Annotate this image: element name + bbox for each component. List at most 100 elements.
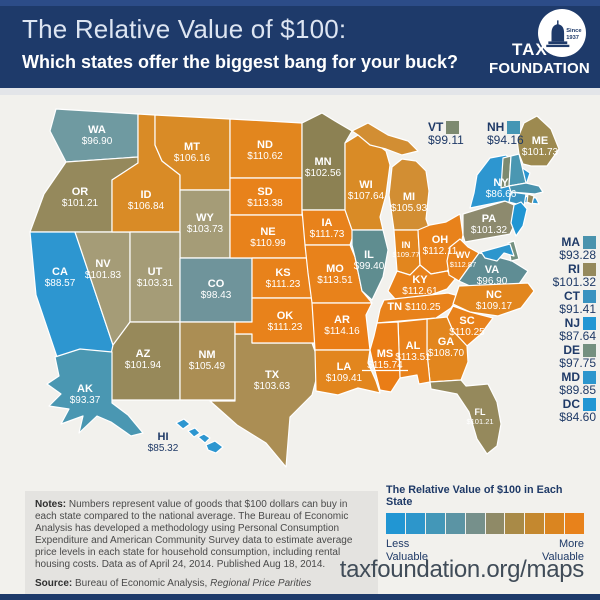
state-NC[interactable] — [452, 282, 535, 317]
state-label-AZ: AZ $101.94 — [125, 348, 162, 371]
callout-swatch-DC — [583, 398, 596, 411]
state-label-NV: NV $101.83 — [85, 258, 122, 281]
source-text: Source: Bureau of Economic Analysis, Reg… — [35, 578, 312, 589]
callout-swatch-NH — [507, 121, 521, 134]
state-label-NC: NC $109.17 — [476, 289, 513, 312]
state-label-IN: IN $109.77 — [392, 240, 419, 259]
callout-row-VT: VT — [428, 121, 490, 134]
state-label-ND: ND $110.62 — [247, 139, 283, 162]
state-NJ[interactable] — [510, 201, 528, 237]
legend-swatch-2 — [405, 513, 425, 534]
callout-swatch-NJ — [583, 317, 596, 330]
legend-swatch-8 — [525, 513, 545, 534]
callout-code-NJ: NJ — [564, 316, 580, 330]
callout-code-CT: CT — [564, 289, 580, 303]
callout-row-NJ: NJ — [530, 317, 596, 330]
legend-color-ramp — [386, 513, 585, 534]
callout-code-DE: DE — [563, 343, 580, 357]
legend: The Relative Value of $100 in Each State… — [386, 484, 585, 563]
callout-value-MA: $93.28 — [559, 248, 596, 262]
callout-row-CT: CT — [530, 290, 596, 303]
state-label-NY: NY $86.66 — [486, 177, 517, 200]
state-label-MN: MN $102.56 — [305, 156, 342, 179]
legend-swatch-4 — [445, 513, 465, 534]
state-label-WV: WV $112.87 — [450, 250, 477, 269]
east-list-item-RI: RI $101.32 — [530, 263, 596, 289]
website-url[interactable]: taxfoundation.org/maps — [339, 556, 585, 583]
state-label-AL: AL $113.51 — [395, 340, 431, 363]
legend-swatch-7 — [505, 513, 525, 534]
state-label-TN: TN $110.25 — [387, 301, 441, 313]
callout-code-RI: RI — [568, 262, 580, 276]
legend-swatch-9 — [545, 513, 565, 534]
us-map: WA $96.90 OR $101.21 CA $88.57 NV $101.83 ID $106… — [29, 108, 560, 468]
svg-text:Since: Since — [566, 28, 582, 34]
state-MS[interactable] — [369, 321, 401, 393]
state-ME[interactable] — [516, 115, 560, 167]
state-label-KY: KY $112.61 — [402, 274, 438, 297]
capitol-icon: Since 1937 — [546, 20, 582, 48]
callout-row-MA: MA — [530, 236, 596, 249]
callout-swatch-DE — [583, 344, 596, 357]
state-label-SC: SC $110.25 — [449, 315, 485, 338]
legend-swatch-5 — [465, 513, 485, 534]
callout-row-DC: DC — [530, 398, 596, 411]
state-RI[interactable] — [526, 193, 535, 205]
callout-value-CT: $91.41 — [559, 302, 596, 316]
state-label-OK: OK $111.23 — [268, 310, 303, 333]
state-TN[interactable] — [376, 292, 460, 324]
callout-swatch-CT — [583, 290, 596, 303]
page-subtitle: Which states offer the biggest bang for … — [22, 52, 459, 72]
callout-value-DC: $84.60 — [559, 410, 596, 424]
east-list-item-NJ: NJ $87.64 — [530, 317, 596, 343]
callout-code-MD: MD — [561, 370, 580, 384]
state-label-UT: UT $103.31 — [137, 266, 174, 289]
state-label-OH: OH $112.11 — [423, 234, 458, 257]
state-LA[interactable] — [314, 349, 381, 396]
state-label-MI: MI $105.93 — [391, 191, 428, 214]
callout-value-NH: $94.16 — [487, 133, 524, 147]
legend-less-label: Less Valuable — [386, 538, 428, 563]
legend-swatch-3 — [425, 513, 445, 534]
state-FL[interactable] — [429, 379, 502, 455]
state-AL[interactable] — [397, 318, 431, 385]
state-AR[interactable] — [311, 302, 373, 351]
east-list-item-CT: CT $91.41 — [530, 290, 596, 316]
state-label-AK: AK $93.37 — [70, 383, 101, 406]
state-MD[interactable] — [480, 243, 515, 262]
callout-code-MA: MA — [561, 235, 580, 249]
state-label-CA: CA $88.57 — [45, 266, 76, 289]
state-IL[interactable] — [351, 229, 389, 301]
callout-value-VT: $99.11 — [428, 133, 464, 147]
callout-swatch-RI — [583, 263, 596, 276]
state-label-IA: IA $111.73 — [310, 217, 345, 240]
state-label-PA: PA $101.32 — [471, 213, 508, 236]
header-accent-stripe — [0, 0, 600, 6]
state-label-CO: CO $98.43 — [201, 278, 232, 301]
legend-range-labels: Less Valuable More Valuable — [386, 538, 584, 563]
callout-NH: NH $94.16 — [487, 121, 549, 147]
callout-row-DE: DE — [530, 344, 596, 357]
state-label-OR: OR $101.21 — [62, 186, 99, 209]
state-label-HI: HI $85.32 — [148, 431, 179, 454]
state-label-MS: MS $115.74 — [367, 348, 403, 371]
callout-row-NH: NH — [487, 121, 549, 134]
state-label-MT: MT $106.16 — [174, 141, 211, 164]
east-coast-state-list: MA $93.28 RI $101.32 CT $91.41 NJ $87.64 DE $97.7… — [530, 236, 596, 424]
state-label-NM: NM $105.49 — [189, 349, 226, 372]
east-list-item-MD: MD $89.85 — [530, 371, 596, 397]
state-MI[interactable] — [351, 122, 431, 231]
callout-swatch-MD — [583, 371, 596, 384]
callout-swatch-MA — [583, 236, 596, 249]
legend-more-label: More Valuable — [542, 538, 584, 563]
east-list-item-MA: MA $93.28 — [530, 236, 596, 262]
callout-swatch-VT — [446, 121, 460, 134]
state-label-NE: NE $110.99 — [250, 226, 286, 249]
state-AK[interactable] — [46, 348, 144, 437]
state-label-MO: MO $113.51 — [317, 263, 353, 286]
callout-code-DC: DC — [562, 397, 580, 411]
state-HI[interactable] — [175, 418, 224, 454]
callout-value-DE: $97.75 — [559, 356, 596, 370]
callout-VT: VT $99.11 — [428, 121, 490, 147]
